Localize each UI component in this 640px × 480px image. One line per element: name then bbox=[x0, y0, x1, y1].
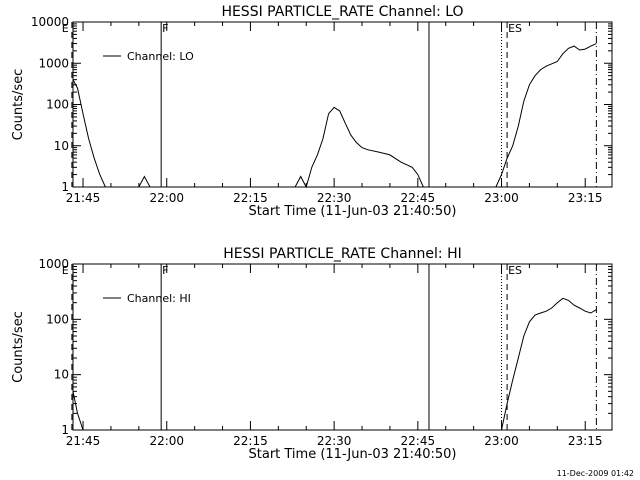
panel-1-y-tick-label: 1 bbox=[61, 180, 69, 194]
panel-1-chart-title: HESSI PARTICLE_RATE Channel: LO bbox=[221, 4, 463, 20]
panel-1-y-tick-label: 1000 bbox=[38, 56, 69, 70]
panel-1-event-marker-label: ES bbox=[508, 22, 522, 35]
panel-2-legend-label: Channel: HI bbox=[127, 292, 191, 305]
panel-2-event-marker-label: ES bbox=[508, 264, 522, 277]
panel-1-y-tick-label: 10 bbox=[54, 139, 69, 153]
panel-1-x-axis-label: Start Time (11-Jun-03 21:40:50) bbox=[249, 204, 457, 219]
panel-2-plot-frame bbox=[72, 263, 613, 431]
panel-2-series-line bbox=[72, 358, 84, 431]
panel-2-x-tick-label: 23:00 bbox=[484, 434, 519, 448]
panel-1-x-tick-label: 22:15 bbox=[233, 191, 268, 205]
panel-2-y-tick-label: 1000 bbox=[38, 257, 69, 271]
panel-1-y-axis-label: Counts/sec bbox=[11, 69, 26, 141]
footer-timestamp: 11-Dec-2009 01:42 bbox=[556, 469, 634, 478]
panel-2-x-tick-label: 22:30 bbox=[317, 434, 352, 448]
panel-2-x-tick-label: 23:15 bbox=[568, 434, 603, 448]
panel-1-y-tick-label: 10000 bbox=[31, 15, 69, 29]
panel-1-x-tick-label: 22:45 bbox=[401, 191, 436, 205]
panel-2-series-line bbox=[501, 297, 597, 431]
panel-2-x-tick-label: 21:45 bbox=[66, 434, 101, 448]
panel-2-chart-title: HESSI PARTICLE_RATE Channel: HI bbox=[223, 246, 461, 262]
panel-1-event-marker-label: F bbox=[162, 22, 168, 35]
panel-1-x-tick-label: 22:30 bbox=[317, 191, 352, 205]
panel-2-y-tick-label: 100 bbox=[46, 312, 69, 326]
panel-2-x-tick-label: 22:15 bbox=[233, 434, 268, 448]
panel-1-legend-label: Channel: LO bbox=[127, 50, 194, 63]
panel-1-y-tick-label: 100 bbox=[46, 98, 69, 112]
panel-1-series-line bbox=[294, 106, 424, 189]
panel-1-event-marker-label: E bbox=[62, 22, 69, 35]
panel-2-event-marker-label: F bbox=[162, 264, 168, 277]
panel-1-x-tick-label: 21:45 bbox=[66, 191, 101, 205]
panel-2-y-tick-label: 10 bbox=[54, 368, 69, 382]
panel-2-x-tick-label: 22:00 bbox=[149, 434, 184, 448]
panel-2-x-tick-label: 22:45 bbox=[401, 434, 436, 448]
panel-1-series-line bbox=[138, 175, 151, 188]
panel-1-x-tick-label: 23:00 bbox=[484, 191, 519, 205]
panel-2-event-marker-label: E bbox=[62, 264, 69, 277]
panel-1-x-tick-label: 23:15 bbox=[568, 191, 603, 205]
panel-2-y-axis-label: Counts/sec bbox=[11, 311, 26, 383]
panel-1-series-line bbox=[495, 43, 597, 188]
panel-2-y-tick-label: 1 bbox=[61, 423, 69, 437]
panel-1-x-tick-label: 22:00 bbox=[149, 191, 184, 205]
panel-1-plot-frame bbox=[72, 21, 613, 188]
panel-1-series-line bbox=[72, 63, 106, 188]
panel-2-x-axis-label: Start Time (11-Jun-03 21:40:50) bbox=[249, 447, 457, 462]
